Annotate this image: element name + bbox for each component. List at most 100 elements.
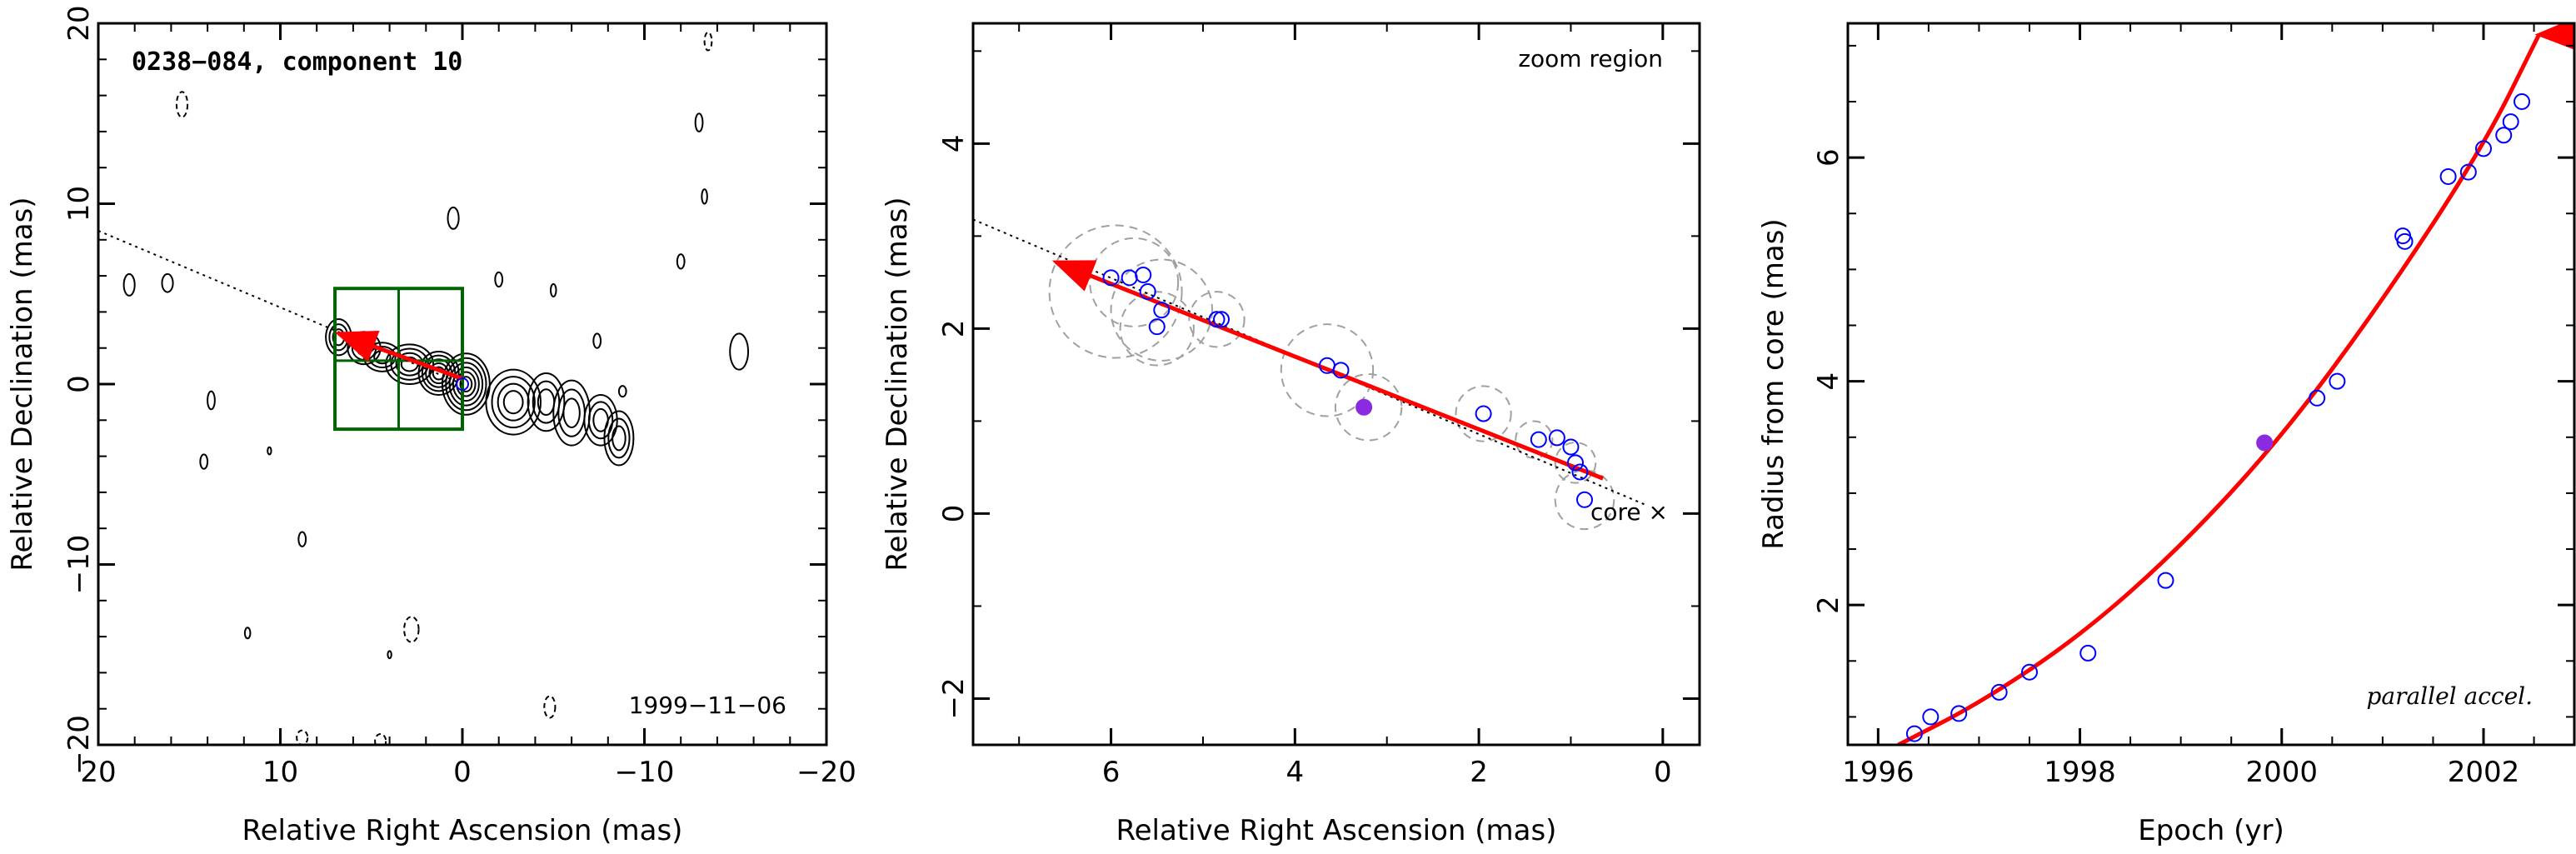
beam-circle — [1119, 291, 1195, 367]
axis-ticks: 1996 1998 2000 2002 2 4 6 — [1812, 23, 2574, 789]
noise-contour — [199, 453, 209, 470]
contour-ring — [603, 410, 635, 467]
x-tick-label: 10 — [262, 756, 298, 789]
position-point — [1139, 282, 1156, 300]
x-axis-title: Relative Right Ascension (mas) — [242, 814, 683, 847]
noise-contour — [701, 188, 708, 205]
radius-point — [2079, 644, 2097, 662]
x-tick-label: −10 — [615, 756, 675, 789]
radius-point — [1905, 725, 1923, 742]
contour-ring — [491, 376, 536, 429]
beam-circle — [1554, 442, 1597, 484]
y-tick-label: 4 — [1812, 372, 1845, 391]
x-tick-label: 1996 — [1842, 756, 1915, 789]
x-tick-label: 2 — [1470, 756, 1488, 789]
position-point — [1475, 405, 1492, 422]
contour-ring — [421, 354, 457, 392]
beam-circle — [1089, 237, 1180, 327]
contour-ring — [583, 393, 618, 447]
core-label: core × — [1590, 498, 1668, 526]
core-marker — [456, 377, 469, 391]
x-axis-title: Epoch (yr) — [2138, 814, 2284, 847]
contour-overlay — [98, 230, 469, 432]
parallel-accel-label: parallel accel. — [2366, 682, 2533, 710]
y-tick-label: 6 — [1812, 148, 1845, 167]
zoom-region-label: zoom region — [1518, 45, 1663, 72]
contour-ring — [607, 417, 631, 459]
noise-contour — [729, 332, 750, 371]
highlight-point — [1355, 398, 1373, 416]
radius-point — [2157, 572, 2174, 589]
x-tick-label: −20 — [796, 756, 856, 789]
position-point — [1153, 302, 1171, 319]
radius-point — [2502, 113, 2519, 131]
contour-map — [122, 31, 750, 745]
noise-contour — [175, 91, 189, 118]
contour-ring — [532, 380, 561, 424]
beam-circle — [1334, 373, 1403, 442]
y-tick-label: 0 — [937, 505, 971, 523]
panel-title: 0238−084, component 10 — [132, 47, 462, 77]
contour-ring — [445, 357, 487, 412]
noise-contour — [243, 627, 252, 640]
y-tick-label: −20 — [62, 715, 96, 775]
radius-point — [2309, 389, 2326, 407]
noise-contour — [694, 112, 704, 132]
noise-contour — [549, 282, 557, 297]
x-tick-label: 20 — [80, 756, 116, 789]
contour-ring — [527, 372, 566, 432]
contour-ring — [497, 382, 530, 422]
position-point — [1566, 454, 1584, 472]
noise-contour — [447, 206, 460, 230]
acceleration-fit-curve — [1897, 30, 2549, 745]
position-point — [1148, 318, 1166, 336]
position-point — [1571, 463, 1589, 481]
contour-ring — [417, 351, 460, 396]
position-point — [1576, 491, 1594, 508]
radius-point — [2514, 92, 2531, 110]
highlight-point — [2256, 434, 2274, 452]
beam-circle — [1455, 385, 1512, 442]
plot-frame — [1846, 22, 2576, 747]
y-tick-label: −10 — [62, 535, 96, 595]
noise-contour — [387, 650, 392, 660]
position-point — [1530, 431, 1547, 448]
noise-contour — [617, 385, 627, 398]
y-axis-title: Relative Declination (mas) — [881, 197, 914, 571]
x-tick-label: 2002 — [2448, 756, 2520, 789]
radius-point — [1950, 705, 1968, 722]
position-point — [1213, 311, 1231, 328]
position-point — [1332, 362, 1350, 379]
noise-contour — [403, 616, 420, 643]
y-tick-label: 2 — [937, 320, 971, 338]
axis-ticks: 20 10 0 −10 −20 −20 −10 0 10 20 — [62, 5, 856, 789]
noise-contour — [703, 31, 713, 52]
radius-point — [2495, 127, 2513, 144]
y-tick-label: 4 — [937, 135, 971, 153]
contour-ring — [587, 401, 614, 440]
radius-point — [2475, 140, 2492, 157]
radius-point — [2329, 372, 2346, 390]
noise-contour — [122, 272, 136, 297]
radius-point — [1922, 708, 1939, 726]
radius-point — [2439, 167, 2457, 185]
radius-point — [2396, 232, 2414, 250]
date-label: 1999−11−06 — [629, 692, 786, 719]
x-tick-label: 6 — [1102, 756, 1121, 789]
y-tick-label: 20 — [62, 5, 96, 41]
noise-contour — [592, 332, 602, 349]
radius-point — [1990, 683, 2008, 701]
beam-circle — [1110, 258, 1213, 362]
motion-arrow — [334, 330, 463, 381]
position-point — [1121, 269, 1138, 287]
zoom-plot-area — [973, 218, 1645, 531]
contour-ring — [459, 376, 473, 392]
x-tick-label: 0 — [1654, 756, 1672, 789]
y-axis-title: Radius from core (mas) — [1757, 218, 1790, 549]
contour-ring — [562, 397, 581, 428]
zoom-panel: 6 4 2 0 −2 0 2 4 zoom region core × Relative Ri… — [881, 22, 1701, 847]
y-tick-label: 2 — [1812, 596, 1845, 614]
x-axis-title: Relative Right Ascension (mas) — [1116, 814, 1557, 847]
radius-point — [2459, 163, 2477, 181]
